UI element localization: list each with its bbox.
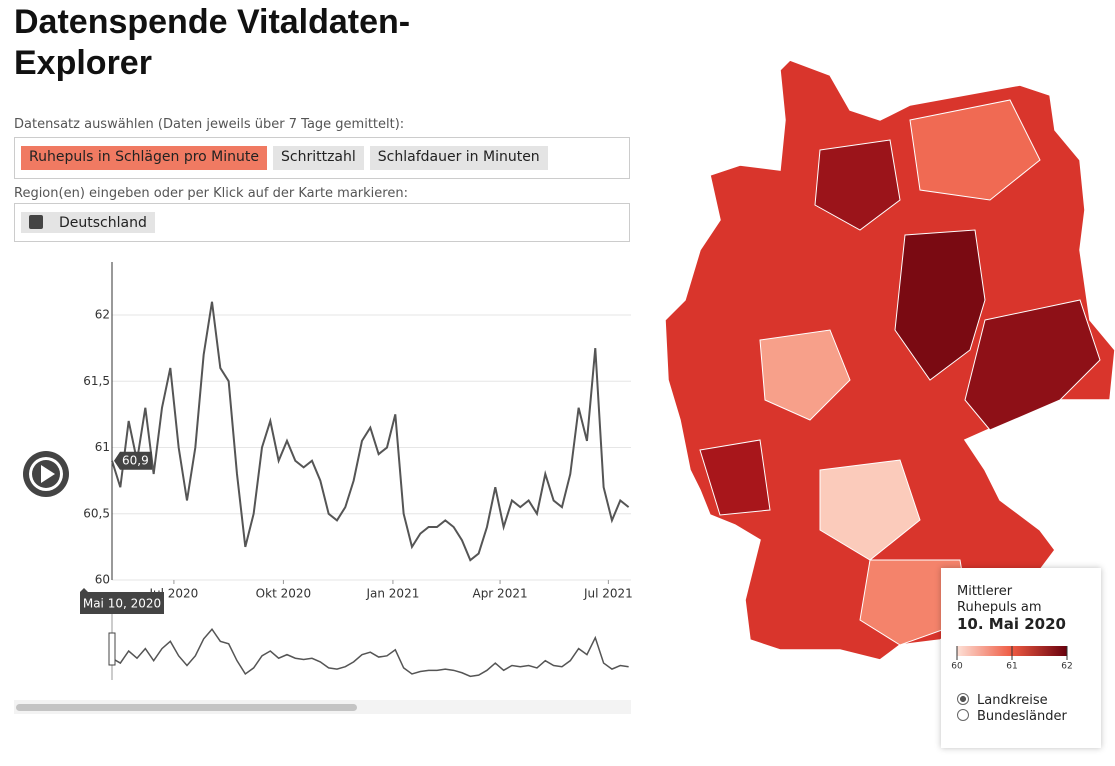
- radio-option[interactable]: Landkreise: [957, 693, 1048, 708]
- map-legend: Mittlerer Ruhepuls am 10. Mai 2020 60 61 6…: [941, 568, 1101, 748]
- region-color: [29, 215, 43, 229]
- map[interactable]: [664, 59, 1115, 661]
- map-region[interactable]: [964, 299, 1101, 431]
- x-tick-label: Okt 2020: [256, 587, 311, 601]
- data-line: [111, 301, 630, 562]
- legend-title-line: Mittlerer: [957, 584, 1013, 599]
- radio-option[interactable]: Bundesländer: [957, 709, 1067, 724]
- legend-scale: 60 61 62: [951, 646, 1073, 672]
- brush-handle[interactable]: [108, 632, 116, 666]
- region-name: Deutschland: [59, 215, 147, 231]
- map-region[interactable]: [699, 439, 771, 516]
- radio-label: Bundesländer: [977, 709, 1067, 724]
- region-label: Region(en) eingeben oder per Klick auf d…: [14, 186, 408, 201]
- region-chip[interactable]: Deutschland: [21, 212, 155, 233]
- legend-title: Mittlerer Ruhepuls am 10. Mai 2020: [957, 584, 1066, 632]
- y-tick-label: 60: [95, 573, 110, 587]
- date-label-box: [80, 588, 164, 614]
- dataset-picker: Ruhepuls in Schlägen pro Minute Schrittz…: [14, 137, 630, 179]
- dataset-option[interactable]: Schlafdauer in Minuten: [369, 146, 548, 170]
- y-tick-label: 60,5: [83, 506, 110, 520]
- tooltip-value: 60,9: [122, 453, 149, 467]
- date-label: Mai 10, 2020: [83, 597, 161, 611]
- play-button[interactable]: [23, 451, 69, 497]
- tooltip-box: [114, 451, 152, 470]
- legend-title-line: Ruhepuls am: [957, 600, 1042, 615]
- dataset-label: Datensatz auswählen (Daten jeweils über …: [14, 117, 405, 132]
- x-tick-label: Apr 2021: [472, 587, 527, 601]
- region-picker[interactable]: Deutschland: [14, 203, 630, 242]
- radio[interactable]: [957, 693, 969, 705]
- x-tick-label: Jul 2021: [583, 587, 633, 601]
- scale-tick-label: 61: [1006, 662, 1017, 672]
- map-region[interactable]: [759, 329, 851, 421]
- radio[interactable]: [957, 709, 969, 721]
- overview-line: [111, 628, 629, 678]
- map-region[interactable]: [814, 139, 901, 231]
- page-title: Datenspende Vitaldaten-Explorer: [14, 3, 411, 82]
- map-region[interactable]: [819, 459, 921, 561]
- radio-label: Landkreise: [977, 693, 1048, 708]
- map-region[interactable]: [909, 99, 1041, 201]
- y-tick-label: 61,5: [83, 374, 110, 388]
- legend-date: 10. Mai 2020: [957, 615, 1066, 633]
- map-region[interactable]: [894, 229, 986, 381]
- scale-tick-label: 60: [951, 662, 963, 672]
- y-tick-label: 62: [95, 308, 110, 322]
- y-tick-label: 61: [95, 440, 110, 454]
- play-icon[interactable]: [41, 465, 55, 483]
- dataset-option[interactable]: Schrittzahl: [272, 146, 364, 170]
- dataset-option[interactable]: Ruhepuls in Schlägen pro Minute: [21, 146, 267, 170]
- scale-tick-label: 62: [1061, 662, 1072, 672]
- scrollbar-thumb[interactable]: [16, 704, 357, 711]
- x-tick-label: Jan 2021: [365, 587, 419, 601]
